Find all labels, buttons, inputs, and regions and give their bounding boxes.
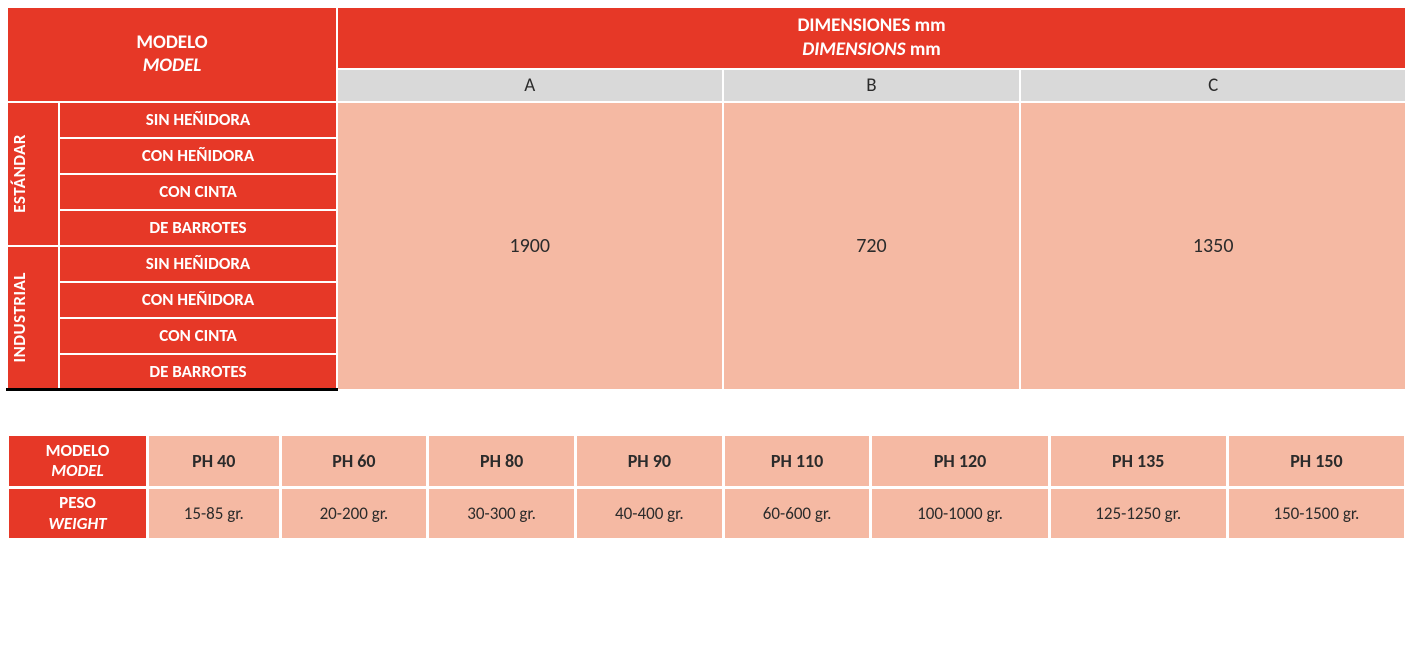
dimensions-header-es: DIMENSIONES mm: [338, 14, 1405, 38]
model-header-es: MODELO: [8, 31, 336, 55]
col-a-header: A: [337, 69, 723, 102]
dimensions-header-en-word: DIMENSIONS: [802, 38, 905, 61]
value-b: 720: [723, 102, 1021, 390]
model-header: MODELO MODEL: [7, 7, 337, 102]
model-cell: PH 110: [723, 435, 871, 488]
dimensions-header-en-unit: mm: [910, 38, 941, 61]
model-row-header-es: MODELO: [15, 441, 140, 461]
variant-cell: CON CINTA: [59, 318, 337, 354]
model-cell: PH 150: [1227, 435, 1405, 488]
weight-cell: 150-1500 gr.: [1227, 488, 1405, 540]
model-header-en: MODEL: [8, 54, 336, 78]
model-cell: PH 80: [428, 435, 576, 488]
variant-cell: DE BARROTES: [59, 210, 337, 246]
weights-table: MODELO MODEL PH 40 PH 60 PH 80 PH 90 PH …: [6, 433, 1407, 541]
value-a: 1900: [337, 102, 723, 390]
dimensions-header: DIMENSIONES mm DIMENSIONS mm: [337, 7, 1406, 69]
model-row-header-en: MODEL: [15, 461, 140, 481]
weight-row-header-en: WEIGHT: [15, 514, 140, 534]
model-cell: PH 120: [871, 435, 1049, 488]
model-row-header: MODELO MODEL: [8, 435, 148, 488]
col-c-header: C: [1020, 69, 1406, 102]
model-cell: PH 90: [575, 435, 723, 488]
model-cell: PH 135: [1049, 435, 1227, 488]
group-estandar-label: ESTÁNDAR: [9, 128, 30, 219]
weight-row-header: PESO WEIGHT: [8, 488, 148, 540]
dimensions-header-en: DIMENSIONS mm: [338, 38, 1405, 62]
model-cell: PH 60: [280, 435, 428, 488]
weight-cell: 125-1250 gr.: [1049, 488, 1227, 540]
group-industrial-label: INDUSTRIAL: [9, 266, 30, 368]
variant-cell: CON HEÑIDORA: [59, 282, 337, 318]
weight-cell: 100-1000 gr.: [871, 488, 1049, 540]
group-industrial: INDUSTRIAL: [7, 246, 59, 390]
weight-cell: 60-600 gr.: [723, 488, 871, 540]
variant-cell: DE BARROTES: [59, 354, 337, 390]
variant-cell: SIN HEÑIDORA: [59, 246, 337, 282]
value-c: 1350: [1020, 102, 1406, 390]
group-estandar: ESTÁNDAR: [7, 102, 59, 246]
weight-cell: 30-300 gr.: [428, 488, 576, 540]
variant-cell: CON HEÑIDORA: [59, 138, 337, 174]
dimensions-table: MODELO MODEL DIMENSIONES mm DIMENSIONS m…: [6, 6, 1407, 391]
weight-cell: 40-400 gr.: [575, 488, 723, 540]
variant-cell: SIN HEÑIDORA: [59, 102, 337, 138]
weight-row-header-es: PESO: [15, 493, 140, 513]
variant-cell: CON CINTA: [59, 174, 337, 210]
col-b-header: B: [723, 69, 1021, 102]
model-cell: PH 40: [148, 435, 281, 488]
weight-cell: 15-85 gr.: [148, 488, 281, 540]
weight-cell: 20-200 gr.: [280, 488, 428, 540]
